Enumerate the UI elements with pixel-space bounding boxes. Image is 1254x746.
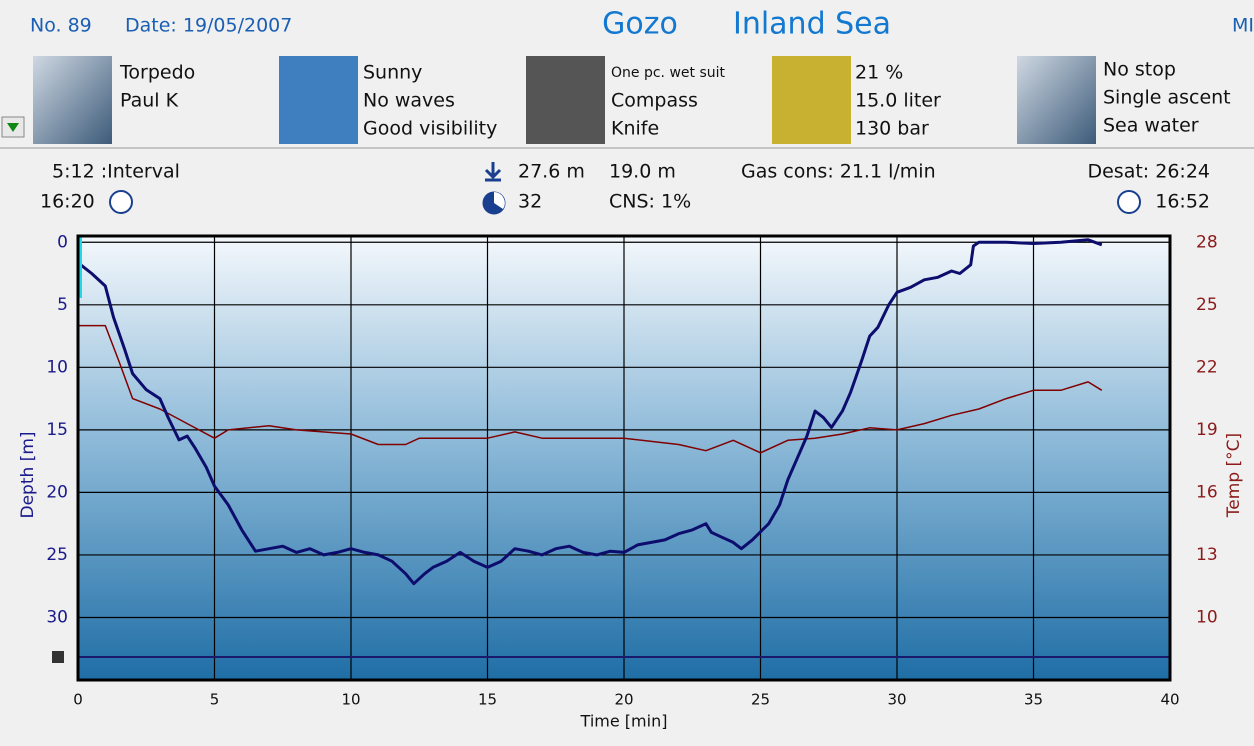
panel-text: Torpedo <box>119 62 195 84</box>
y2-tick-label: 10 <box>1196 607 1218 627</box>
y-axis-title: Depth [m] <box>18 431 38 518</box>
y2-tick-label: 19 <box>1196 420 1218 440</box>
y-tick-label: 25 <box>46 545 68 565</box>
max-depth: 27.6 m <box>518 161 585 183</box>
panel-text: Single ascent <box>1103 87 1231 109</box>
dive-date: Date: 19/05/2007 <box>125 15 292 37</box>
dropdown-arrow <box>7 123 19 132</box>
panel-text: Sunny <box>363 62 422 84</box>
cns: CNS: 1% <box>609 191 691 213</box>
desaturation: Desat: 26:24 <box>1087 161 1210 183</box>
y-tick-label: 15 <box>46 420 68 440</box>
panel-text: Paul K <box>120 90 179 112</box>
panel-text: 21 % <box>855 62 903 84</box>
clock-icon <box>1117 190 1141 214</box>
panel-text: Compass <box>611 90 698 112</box>
marker-bar <box>78 236 82 298</box>
gear-image <box>526 56 605 144</box>
x-tick-label: 30 <box>887 691 906 709</box>
panel-text: Knife <box>611 118 659 140</box>
tank-image <box>772 56 851 144</box>
duration: 32 <box>518 191 542 213</box>
interval: 5:12 :Interval <box>52 161 180 183</box>
y2-tick-label: 16 <box>1196 482 1218 502</box>
y2-tick-label: 22 <box>1196 357 1218 377</box>
y-tick-label: 10 <box>46 357 68 377</box>
dive-number: No. 89 <box>30 15 92 37</box>
buddy-image <box>33 56 112 144</box>
temperature-line <box>78 324 1103 454</box>
x-tick-label: 0 <box>73 691 83 709</box>
duration-icon-slice <box>494 192 505 209</box>
x-tick-label: 20 <box>614 691 633 709</box>
x-tick-label: 25 <box>751 691 770 709</box>
weather-image <box>279 56 358 144</box>
site: Inland Sea <box>733 7 891 42</box>
plot-frame <box>76 234 1172 682</box>
avg-depth: 19.0 m <box>609 161 676 183</box>
x-tick-label: 10 <box>341 691 360 709</box>
end-time: 16:52 <box>1155 191 1210 213</box>
start-time: 16:20 <box>40 191 95 213</box>
y-tick-label: 30 <box>46 607 68 627</box>
dive-type-image <box>1017 56 1096 144</box>
y-tick-label: 5 <box>57 295 68 315</box>
panel-text: One pc. wet suit <box>611 65 726 81</box>
panel-text: Good visibility <box>363 118 497 140</box>
depth-icon <box>484 162 502 182</box>
y2-tick-label: 28 <box>1196 232 1218 252</box>
x-tick-label: 15 <box>478 691 497 709</box>
panel-text: No waves <box>363 90 455 112</box>
clock-icon <box>109 190 133 214</box>
y2-tick-label: 13 <box>1196 545 1218 565</box>
gas-consumption: Gas cons: 21.1 l/min <box>741 161 936 183</box>
x-axis-title: Time [min] <box>580 712 668 731</box>
depth-line <box>76 238 1103 586</box>
x-tick-label: 5 <box>210 691 220 709</box>
y-tick-label: 20 <box>46 482 68 502</box>
header-cut: MI <box>1232 15 1254 37</box>
location: Gozo <box>602 7 678 42</box>
panel-text: 15.0 liter <box>855 90 941 112</box>
panel-text: 130 bar <box>855 118 929 140</box>
x-tick-label: 35 <box>1024 691 1043 709</box>
trash-icon[interactable] <box>52 651 64 663</box>
y2-axis-title: Temp [°C] <box>1224 433 1244 518</box>
y2-tick-label: 25 <box>1196 295 1218 315</box>
panel-text: No stop <box>1103 59 1176 81</box>
y-tick-label: 0 <box>57 232 68 252</box>
panel-text: Sea water <box>1103 115 1199 137</box>
x-tick-label: 40 <box>1160 691 1179 709</box>
